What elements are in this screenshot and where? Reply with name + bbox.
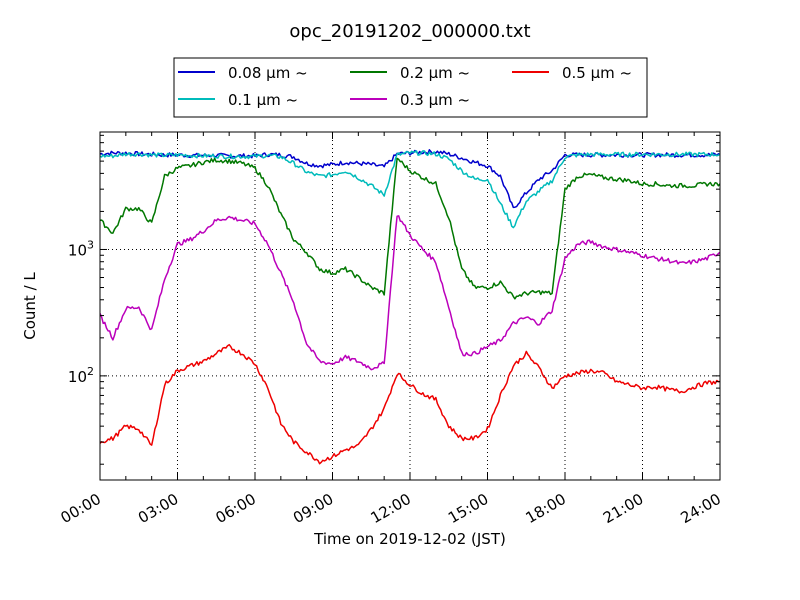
series-line	[100, 343, 720, 465]
series-line	[100, 149, 720, 209]
legend-label: 0.3 μm ~	[400, 91, 470, 109]
y-axis-label: Count / L	[21, 272, 39, 340]
x-tick-label: 21:00	[600, 490, 646, 527]
series-line	[100, 215, 720, 371]
grid-lines	[100, 132, 720, 480]
x-tick-label: 15:00	[445, 490, 491, 527]
y-tick-label: 102	[68, 365, 94, 386]
plot-area	[100, 149, 720, 465]
legend: 0.08 μm ~ 0.1 μm ~ 0.2 μm ~ 0.3 μm ~ 0.5 μm …	[173, 57, 648, 118]
x-tick-label: 00:00	[58, 490, 104, 527]
legend-label: 0.1 μm ~	[228, 91, 298, 109]
legend-label: 0.2 μm ~	[400, 64, 470, 82]
series-line	[100, 150, 720, 229]
legend-box	[173, 57, 648, 118]
legend-label: 0.5 μm ~	[562, 64, 632, 82]
axis-ticks: 00:00 03:00 06:00 09:00 12:00 15:00 18:00 21:00…	[58, 132, 724, 527]
x-tick-label: 18:00	[523, 490, 569, 527]
y-tick-label: 103	[68, 238, 94, 259]
series-line	[100, 157, 720, 300]
x-axis-label: Time on 2019-12-02 (JST)	[313, 530, 506, 548]
x-tick-label: 09:00	[290, 490, 336, 527]
legend-label: 0.08 μm ~	[228, 64, 308, 82]
x-tick-label: 12:00	[368, 490, 414, 527]
x-tick-label: 03:00	[135, 490, 181, 527]
chart-title: opc_20191202_000000.txt	[289, 21, 530, 42]
x-tick-label: 24:00	[678, 490, 724, 527]
x-tick-label: 06:00	[213, 490, 259, 527]
